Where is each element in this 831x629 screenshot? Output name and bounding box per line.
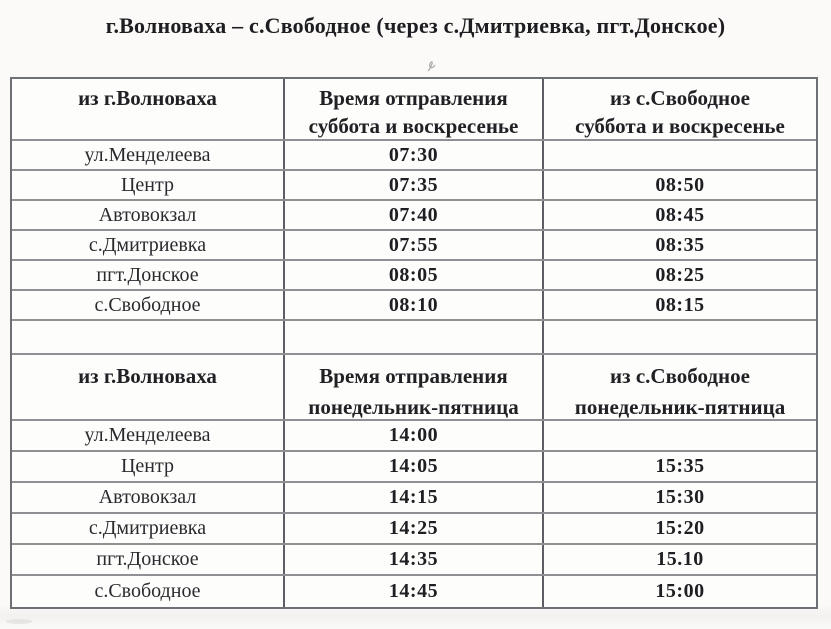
stop-cell: с.Свободное <box>12 576 285 607</box>
table-row: ул.Менделеева 14:00 <box>12 421 816 452</box>
table-row: с.Свободное 14:45 15:00 <box>12 576 816 607</box>
table-row: с.Дмитриевка 14:25 15:20 <box>12 514 816 545</box>
stop-cell: ул.Менделеева <box>12 421 285 450</box>
table-row: с.Дмитриевка 07:55 08:35 <box>12 231 816 261</box>
section-header-weekend: из г.Волноваха Время отправления суббота… <box>12 79 816 141</box>
return-time-cell: 15:20 <box>655 517 705 539</box>
return-time-cell: 08:45 <box>655 203 705 226</box>
spacer-cell <box>12 321 285 353</box>
header-from-volnovakha: из г.Волноваха <box>12 355 285 419</box>
table-row: ул.Менделеева 07:30 <box>12 141 816 171</box>
page-title: г.Волноваха – с.Свободное (через с.Дмитр… <box>105 13 726 38</box>
stop-cell: Автовокзал <box>12 201 285 229</box>
return-time-cell: 15.10 <box>656 548 704 570</box>
spacer-cell <box>285 321 544 353</box>
header-from-volnovakha: из г.Волноваха <box>12 79 285 139</box>
return-time-cell: 08:15 <box>655 293 705 316</box>
section-header-weekdays: из г.Волноваха Время отправления понедел… <box>12 355 816 421</box>
return-time-cell <box>544 141 816 169</box>
return-time-cell: 08:25 <box>655 263 705 286</box>
depart-time-cell: 14:45 <box>285 576 544 607</box>
header-return-line2: понедельник-пятница <box>574 395 786 419</box>
return-time-cell: 15:00 <box>655 580 705 602</box>
header-from-label: из г.Волноваха <box>78 364 217 388</box>
header-return-line1: из с.Свободное <box>610 86 750 110</box>
depart-time-cell: 14:00 <box>285 421 544 450</box>
depart-time-cell: 07:30 <box>285 141 544 169</box>
depart-time-cell: 14:05 <box>285 452 544 481</box>
timetable: из г.Волноваха Время отправления суббота… <box>10 77 818 609</box>
header-return-line2: суббота и воскресенье <box>575 114 785 138</box>
header-return-line1: из с.Свободное <box>610 364 750 388</box>
stop-cell: ул.Менделеева <box>12 141 285 169</box>
header-departure-time: Время отправления понедельник-пятница <box>285 355 544 419</box>
stop-cell: пгт.Донское <box>12 545 285 574</box>
depart-time-cell: 14:25 <box>285 514 544 543</box>
depart-time-cell: 14:35 <box>285 545 544 574</box>
table-row: Автовокзал 07:40 08:45 <box>12 201 816 231</box>
header-from-label: из г.Волноваха <box>78 86 217 110</box>
depart-time-cell: 08:10 <box>285 291 544 319</box>
depart-time-cell: 07:55 <box>285 231 544 259</box>
stop-cell: Центр <box>12 171 285 199</box>
header-from-svobodnoye: из с.Свободное понедельник-пятница <box>544 355 816 419</box>
scan-smudge <box>6 619 32 624</box>
header-departure-time: Время отправления суббота и воскресенье <box>285 79 544 139</box>
stop-cell: с.Свободное <box>12 291 285 319</box>
depart-time-cell: 07:35 <box>285 171 544 199</box>
depart-time-cell: 08:05 <box>285 261 544 289</box>
spacer-row <box>12 321 816 355</box>
depart-time-cell: 14:15 <box>285 483 544 512</box>
stop-cell: с.Дмитриевка <box>12 231 285 259</box>
return-time-cell: 08:50 <box>655 173 705 196</box>
table-row: Центр 07:35 08:50 <box>12 171 816 201</box>
return-time-cell: 08:35 <box>655 233 705 256</box>
depart-time-cell: 07:40 <box>285 201 544 229</box>
table-row: Центр 14:05 15:35 <box>12 452 816 483</box>
return-time-cell <box>544 421 816 450</box>
table-row: пгт.Донское 08:05 08:25 <box>12 261 816 291</box>
stop-cell: пгт.Донское <box>12 261 285 289</box>
stop-cell: с.Дмитриевка <box>12 514 285 543</box>
header-departure-line1: Время отправления <box>319 86 508 110</box>
table-row: пгт.Донское 14:35 15.10 <box>12 545 816 576</box>
return-time-cell: 15:30 <box>655 486 705 508</box>
header-from-svobodnoye: из с.Свободное суббота и воскресенье <box>544 79 816 139</box>
stop-cell: Центр <box>12 452 285 481</box>
table-row: с.Свободное 08:10 08:15 <box>12 291 816 321</box>
table-row: Автовокзал 14:15 15:30 <box>12 483 816 514</box>
header-departure-line1: Время отправления <box>319 364 508 388</box>
return-time-cell: 15:35 <box>655 455 705 477</box>
header-departure-line2: понедельник-пятница <box>308 395 519 419</box>
spacer-cell <box>544 321 816 353</box>
stop-cell: Автовокзал <box>12 483 285 512</box>
scan-artifact-icon <box>424 60 438 74</box>
header-departure-line2: суббота и воскресенье <box>308 114 519 138</box>
